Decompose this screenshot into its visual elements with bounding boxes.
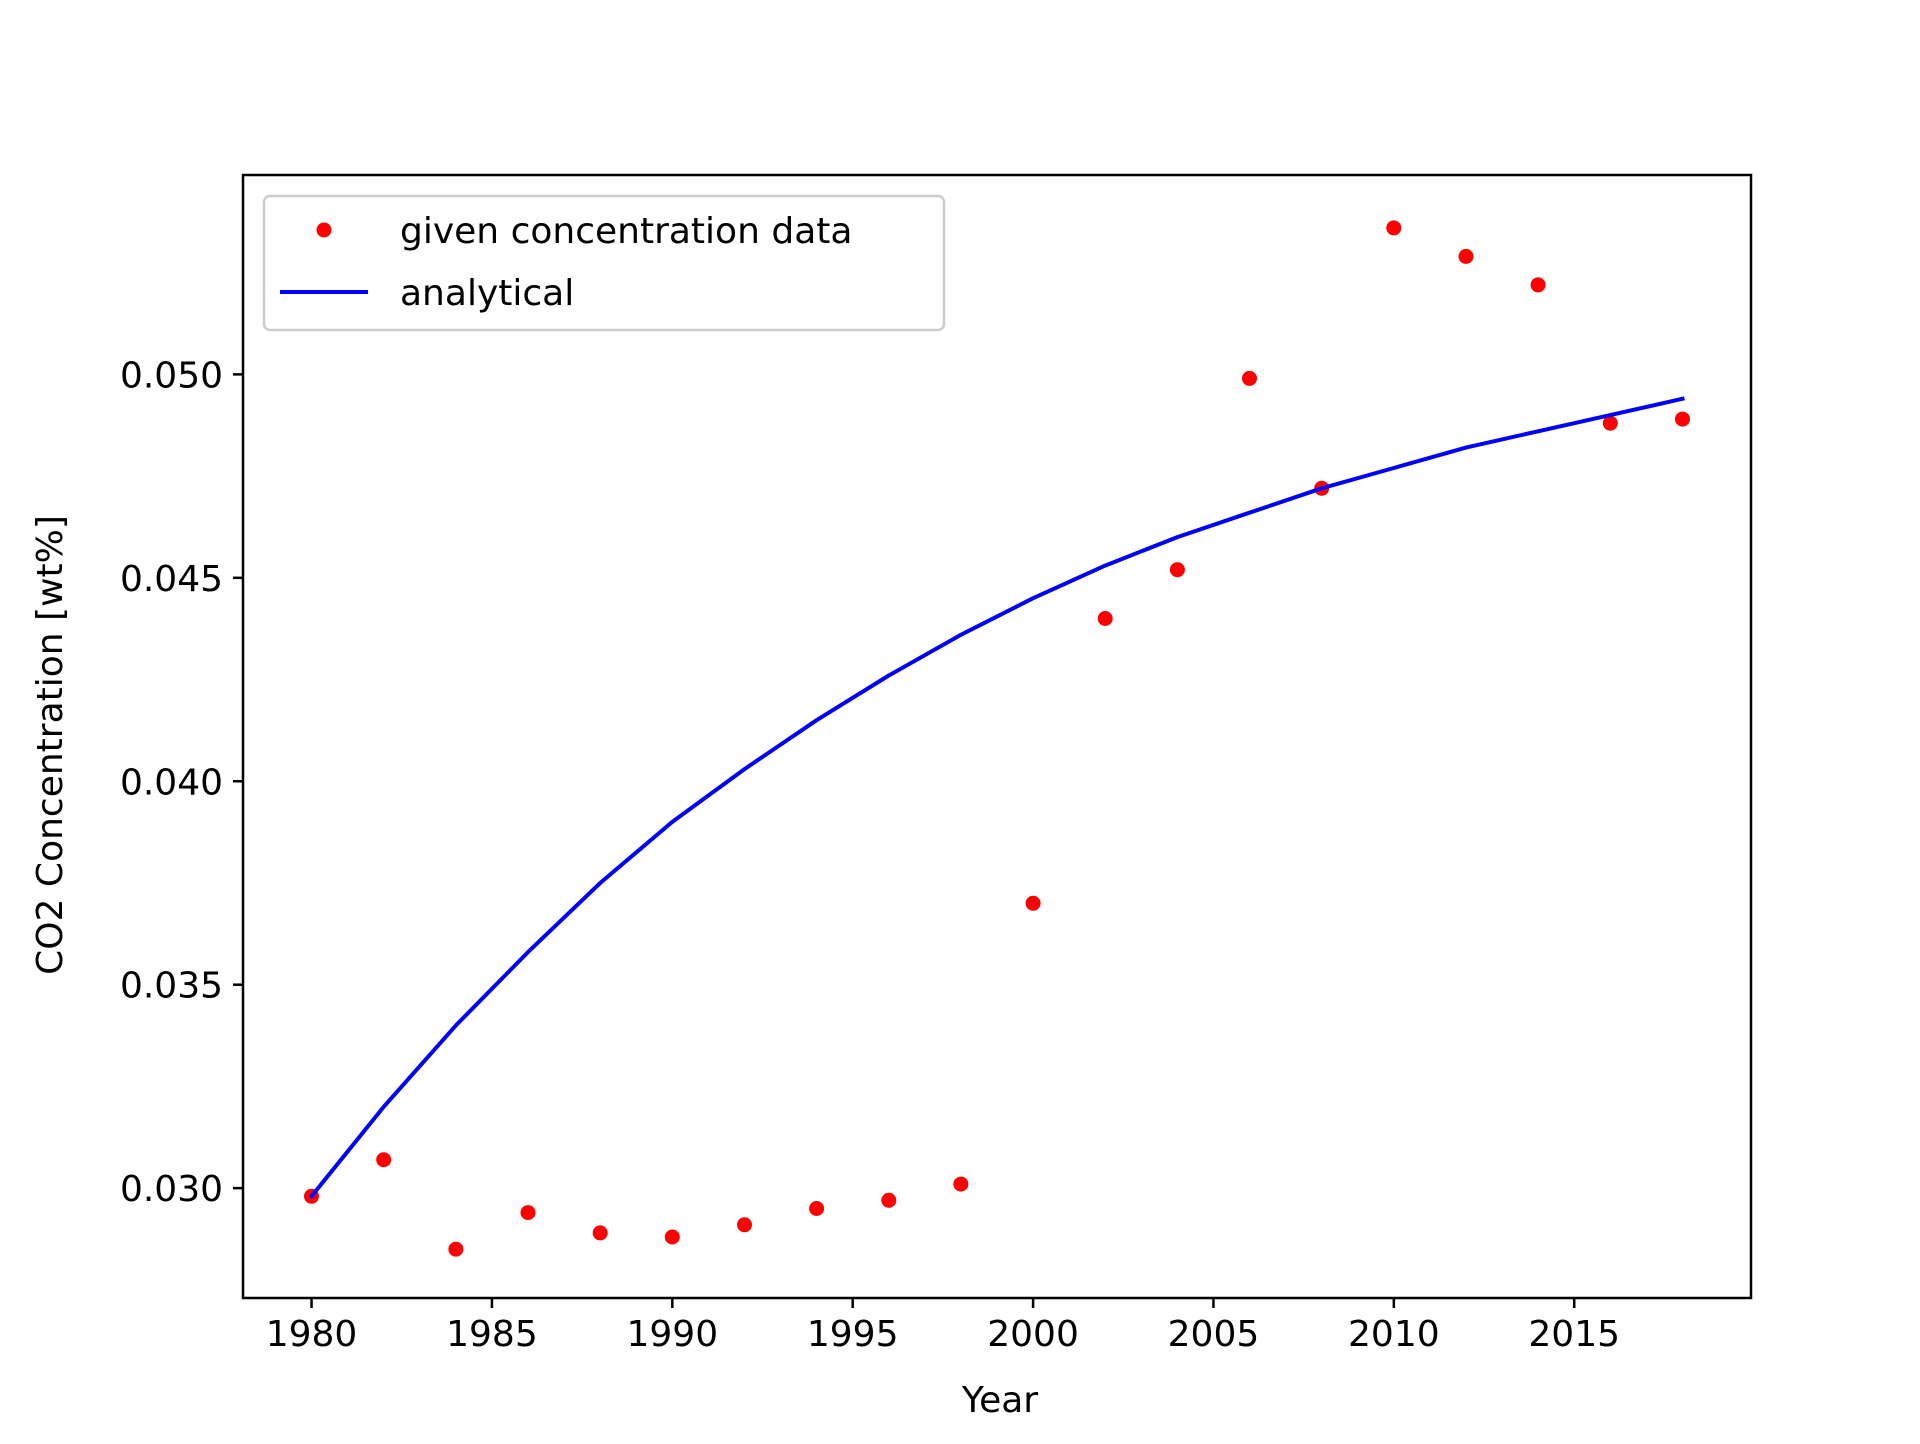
legend-box — [262, 194, 946, 332]
data-point — [664, 1229, 680, 1245]
y-tick-label: 0.040 — [120, 762, 223, 803]
legend: given concentration data analytical — [262, 194, 946, 332]
y-axis-label: CO2 Concentration [wt%] — [30, 515, 71, 975]
data-point — [881, 1192, 897, 1208]
series-line-analytical — [308, 396, 1685, 1200]
data-point — [1458, 248, 1474, 264]
x-tick-label: 1985 — [446, 1314, 538, 1355]
legend-point-icon — [316, 222, 332, 238]
data-point — [953, 1176, 969, 1192]
data-point — [1025, 895, 1041, 911]
x-tick-label: 2000 — [987, 1314, 1079, 1355]
plot-area — [304, 220, 1690, 1257]
x-tick-label: 1980 — [266, 1314, 358, 1355]
data-point — [1242, 370, 1257, 386]
data-point — [1675, 411, 1690, 427]
x-tick-label: 1995 — [807, 1314, 899, 1355]
axes-frame — [241, 173, 1753, 1300]
data-point — [809, 1201, 825, 1216]
data-point — [448, 1241, 464, 1257]
data-point — [592, 1225, 608, 1241]
y-tick-label: 0.035 — [120, 966, 223, 1007]
axes: 1980 1985 1990 1995 2000 2005 2010 2015 0.030 0.0… — [120, 173, 1753, 1355]
data-point — [1602, 415, 1618, 431]
data-point — [376, 1152, 392, 1168]
data-point — [737, 1217, 752, 1233]
legend-label: analytical — [400, 273, 574, 314]
data-point — [1530, 277, 1546, 293]
legend-label: given concentration data — [400, 211, 852, 252]
y-tick-label: 0.050 — [120, 355, 223, 396]
x-tick-label: 2010 — [1348, 1314, 1440, 1355]
x-axis-label: Year — [961, 1380, 1038, 1421]
x-tick-label: 2005 — [1168, 1314, 1260, 1355]
y-tick-label: 0.045 — [120, 559, 223, 600]
x-tick-label: 2015 — [1528, 1314, 1620, 1355]
data-point — [1097, 611, 1113, 626]
data-point — [1169, 562, 1185, 578]
data-point — [520, 1205, 536, 1221]
data-point — [1386, 220, 1402, 236]
x-tick-label: 1990 — [626, 1314, 718, 1355]
y-tick-label: 0.030 — [120, 1169, 223, 1210]
